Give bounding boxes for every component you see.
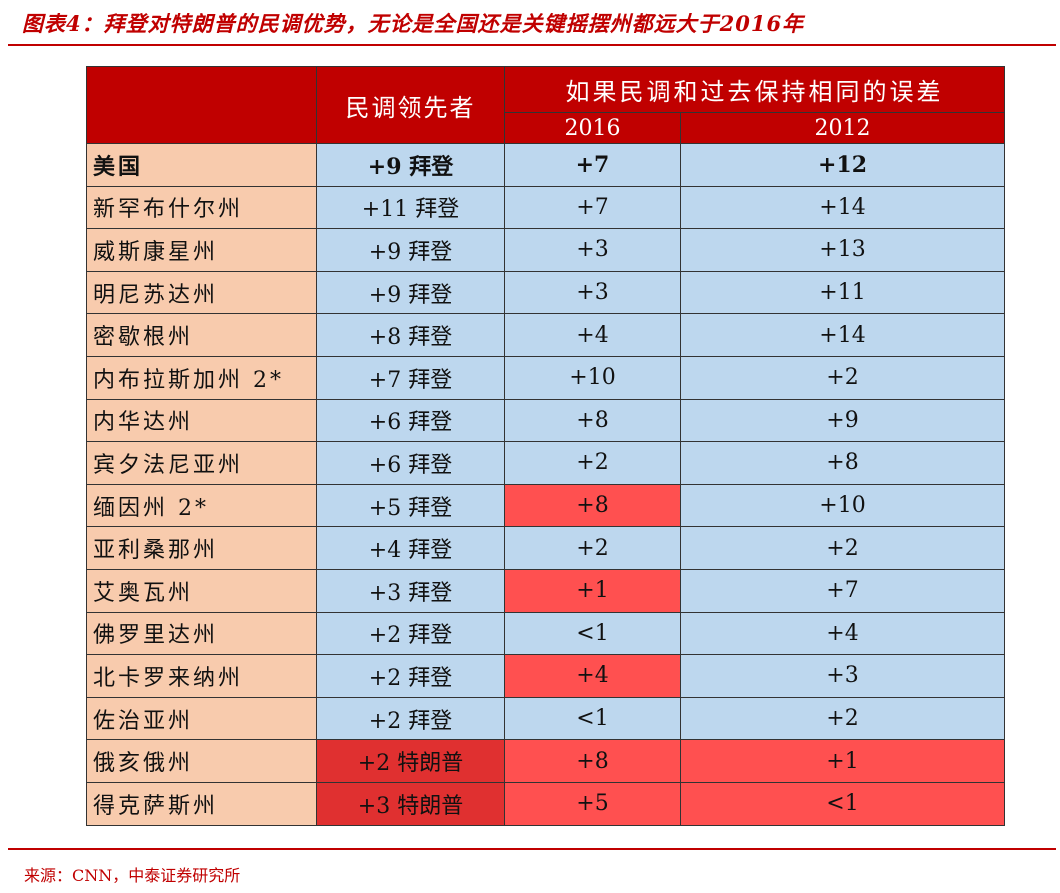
state-name: 艾奥瓦州 [86,568,317,613]
lead-value: +8 拜登 [316,313,505,357]
margin-2012: +3 [680,654,1005,698]
table-row: 内布拉斯加州 2* +7 拜登 +10 +2 [86,355,1005,400]
header-lead: 民调领先者 [316,66,505,144]
margin-2012: +2 [680,696,1005,741]
figure-title: 图表4：拜登对特朗普的民调优势，无论是全国还是关键摇摆州都远大于2016年 [22,11,805,36]
state-name: 美国 [86,143,317,187]
lead-value-trump: +2 特朗普 [316,739,505,783]
header-row-top: 民调领先者 如果民调和过去保持相同的误差 [86,66,1005,144]
margin-2016-highlighted: +1 [504,568,681,613]
lead-value: +4 拜登 [316,526,505,570]
state-name: 密歇根州 [86,313,317,357]
lead-value: +11 拜登 [316,185,505,230]
margin-2016-highlighted: +8 [504,739,681,783]
margin-2012: +2 [680,355,1005,400]
margin-2016: +8 [504,398,681,443]
margin-2016: +7 [504,185,681,230]
lead-value: +6 拜登 [316,441,505,485]
title-divider [8,44,1056,46]
lead-value: +9 拜登 [316,228,505,272]
table-row: 得克萨斯州 +3 特朗普 +5 <1 [86,781,1005,826]
margin-2012: +8 [680,441,1005,485]
margin-2012: +14 [680,185,1005,230]
header-year-2012: 2012 [680,112,1005,144]
state-name: 宾夕法尼亚州 [86,441,317,485]
state-name: 佛罗里达州 [86,611,317,656]
table-row: 宾夕法尼亚州 +6 拜登 +2 +8 [86,441,1005,485]
table-row: 威斯康星州 +9 拜登 +3 +13 [86,228,1005,272]
margin-2016-highlighted: +5 [504,781,681,826]
table-row: 美国 +9 拜登 +7 +12 [86,143,1005,187]
table-row: 密歇根州 +8 拜登 +4 +14 [86,313,1005,357]
header-year-2016: 2016 [504,112,681,144]
margin-2016: +10 [504,355,681,400]
state-name: 内布拉斯加州 2* [86,355,317,400]
lead-value: +2 拜登 [316,696,505,741]
lead-value: +6 拜登 [316,398,505,443]
state-name: 得克萨斯州 [86,781,317,826]
lead-value: +2 拜登 [316,611,505,656]
state-name: 北卡罗来纳州 [86,654,317,698]
margin-2012: +10 [680,483,1005,528]
state-name: 佐治亚州 [86,696,317,741]
margin-2012-highlighted: <1 [680,781,1005,826]
table-row: 缅因州 2* +5 拜登 +8 +10 [86,483,1005,528]
table-row: 佛罗里达州 +2 拜登 <1 +4 [86,611,1005,656]
table-row: 艾奥瓦州 +3 拜登 +1 +7 [86,568,1005,613]
margin-2012: +13 [680,228,1005,272]
state-name: 新罕布什尔州 [86,185,317,230]
table-row: 内华达州 +6 拜登 +8 +9 [86,398,1005,443]
margin-2016: +7 [504,143,681,187]
header-margin-group: 如果民调和过去保持相同的误差 [504,66,1005,113]
table-row: 俄亥俄州 +2 特朗普 +8 +1 [86,739,1005,783]
state-name: 威斯康星州 [86,228,317,272]
lead-value: +7 拜登 [316,355,505,400]
margin-2016: +2 [504,526,681,570]
lead-value: +9 拜登 [316,270,505,315]
header-blank-cell [86,66,317,144]
header-row-years: 2016 2012 [87,112,1005,144]
margin-2016-highlighted: +4 [504,654,681,698]
margin-2016: +3 [504,228,681,272]
table-row: 北卡罗来纳州 +2 拜登 +4 +3 [86,654,1005,698]
margin-2016: +4 [504,313,681,357]
margin-2012: +7 [680,568,1005,613]
lead-value: +2 拜登 [316,654,505,698]
lead-value: +3 拜登 [316,568,505,613]
poll-table: 民调领先者 如果民调和过去保持相同的误差 2016 2012 美国 +9 拜登 … [86,66,1005,826]
source-note: 来源：CNN，中泰证券研究所 [24,866,241,885]
margin-2012: +2 [680,526,1005,570]
margin-2012: +12 [680,143,1005,187]
state-name: 俄亥俄州 [86,739,317,783]
margin-2012: +9 [680,398,1005,443]
state-name: 内华达州 [86,398,317,443]
margin-2016: +3 [504,270,681,315]
margin-2016: <1 [504,696,681,741]
table-row: 佐治亚州 +2 拜登 <1 +2 [86,696,1005,741]
margin-2016: +2 [504,441,681,485]
lead-value-trump: +3 特朗普 [316,781,505,826]
state-name: 明尼苏达州 [86,270,317,315]
table-row: 明尼苏达州 +9 拜登 +3 +11 [86,270,1005,315]
margin-2012: +4 [680,611,1005,656]
margin-2012: +14 [680,313,1005,357]
table-row: 新罕布什尔州 +11 拜登 +7 +14 [86,185,1005,230]
state-name: 缅因州 2* [86,483,317,528]
lead-value: +5 拜登 [316,483,505,528]
lead-value: +9 拜登 [316,143,505,187]
margin-2012-highlighted: +1 [680,739,1005,783]
source-divider [8,848,1056,850]
table-row: 亚利桑那州 +4 拜登 +2 +2 [86,526,1005,570]
margin-2016: <1 [504,611,681,656]
margin-2016-highlighted: +8 [504,483,681,528]
margin-2012: +11 [680,270,1005,315]
state-name: 亚利桑那州 [86,526,317,570]
